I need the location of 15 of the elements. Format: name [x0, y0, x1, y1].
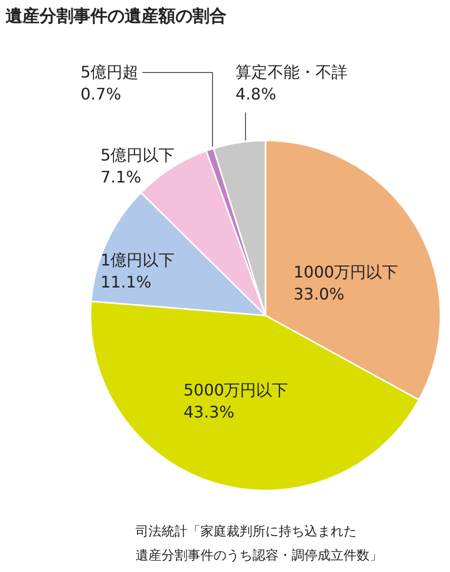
data-label: 11.1%: [100, 272, 152, 292]
data-label: 0.7%: [80, 84, 122, 104]
data-label: 33.0%: [294, 284, 344, 304]
slice-label: 1000万円以下: [294, 262, 398, 282]
data-label: 43.3%: [184, 402, 234, 422]
slice-label: 5000万円以下: [184, 380, 288, 400]
slice-label: 5億円超: [80, 62, 139, 82]
slice-label: 算定不能・不詳: [236, 62, 348, 82]
slice-label: 1億円以下: [100, 250, 175, 270]
text: 遺産分割事件のうち認容・調停成立件数」: [136, 548, 382, 564]
chart-title: 遺産分割事件の遺産額の割合: [6, 6, 226, 26]
slice-label: 5億円以下: [100, 146, 175, 164]
data-label: 7.1%: [100, 168, 142, 186]
data-label: 4.8%: [236, 84, 276, 104]
text: 司法統計「家庭裁判所に持ち込まれた: [136, 524, 356, 540]
